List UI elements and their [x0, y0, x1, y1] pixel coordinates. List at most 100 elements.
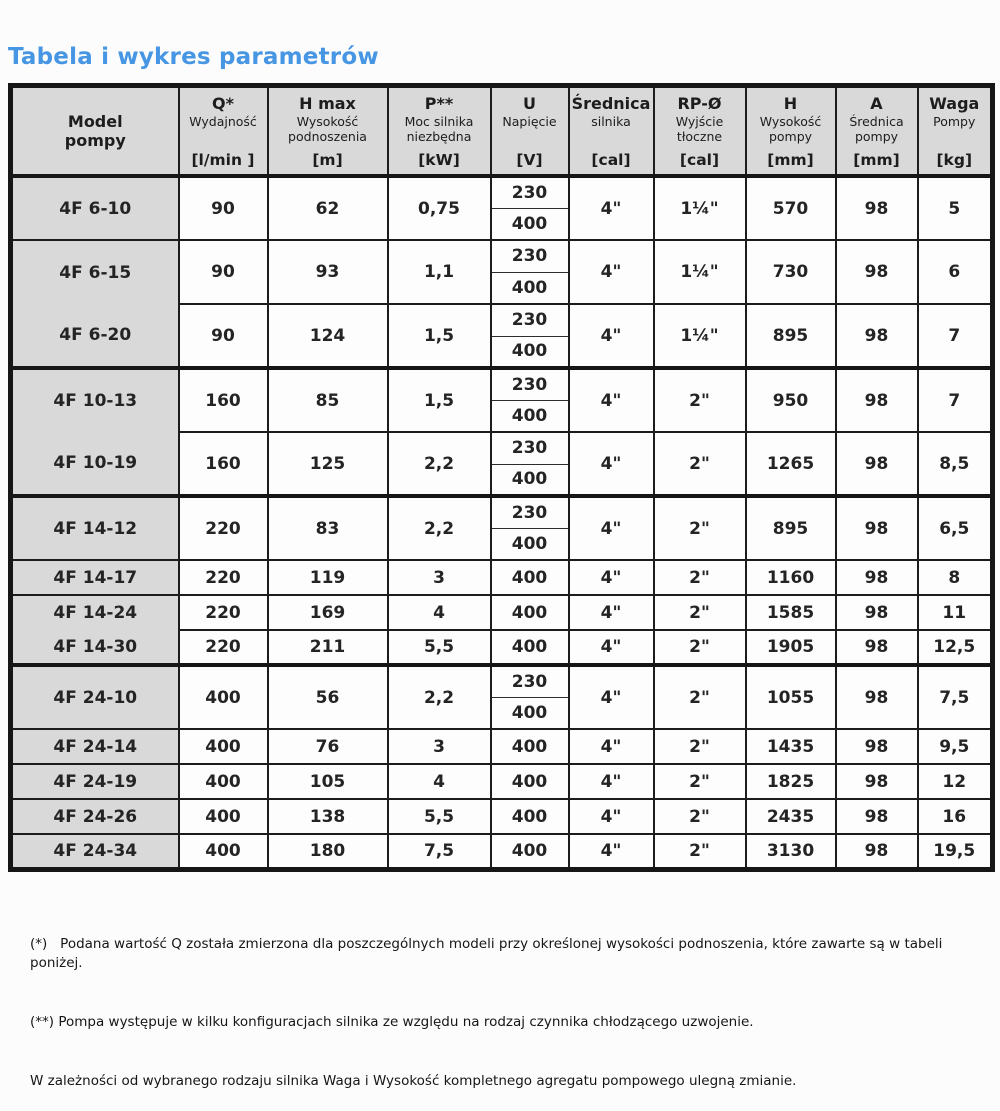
cell-a: 98	[834, 728, 919, 765]
cell-model: 4F 24-14	[9, 728, 180, 765]
cell-p: 0,75	[386, 175, 492, 241]
column-subtitle: Moc silnika niezbędna	[404, 113, 474, 144]
cell-model: 4F 14-17	[9, 559, 180, 596]
cell-h: 2435	[744, 798, 837, 835]
cell-weight: 11	[916, 594, 994, 631]
cell-hmax: 85	[266, 366, 389, 433]
column-title: Q*	[212, 94, 234, 113]
cell-outlet: 2"	[652, 728, 747, 765]
cell-motor: 4"	[567, 833, 655, 870]
cell-voltage: 400	[489, 527, 570, 561]
column-subtitle: silnika	[591, 113, 631, 129]
parameters-table: Model pompy Q* Wydajność [l/min ] H max Wysok…	[8, 83, 995, 872]
cell-weight: 7	[916, 303, 994, 369]
column-unit: [mm]	[767, 151, 814, 169]
cell-model: 4F 10-19	[9, 432, 180, 497]
cell-p: 3	[386, 559, 492, 596]
table-row-voltage-2: 400	[11, 696, 993, 730]
cell-model: 4F 14-24	[9, 594, 180, 631]
cell-motor: 4"	[567, 303, 655, 369]
column-header-a: A Średnica pompy [mm]	[834, 84, 919, 178]
cell-hmax: 119	[266, 559, 389, 596]
cell-h: 1160	[744, 559, 837, 596]
cell-p: 4	[386, 763, 492, 800]
table-row: 4F 6-10 90 62 0,75 230 4" 1¼" 570 98 5	[9, 175, 994, 241]
cell-p: 4	[386, 594, 492, 631]
column-header-hmax: H max Wysokość podnoszenia [m]	[266, 84, 389, 178]
cell-hmax: 56	[266, 663, 389, 730]
cell-outlet: 2"	[652, 431, 747, 497]
cell-outlet: 2"	[652, 559, 747, 596]
cell-q: 160	[177, 366, 269, 433]
column-header-u: U Napięcie [V]	[489, 84, 570, 178]
cell-weight: 12,5	[916, 629, 994, 666]
cell-p: 2,2	[386, 494, 492, 561]
column-title: H max	[299, 94, 356, 113]
cell-a: 98	[834, 239, 919, 305]
cell-a: 98	[834, 798, 919, 835]
cell-motor: 4"	[567, 366, 655, 433]
cell-h: 1265	[744, 431, 837, 497]
cell-a: 98	[834, 833, 919, 870]
column-subtitle: Wydajność	[189, 113, 257, 129]
cell-p: 5,5	[386, 798, 492, 835]
cell-voltage: 230	[489, 239, 570, 273]
column-header-motor: Średnica silnika [cal]	[567, 84, 655, 178]
cell-h: 950	[744, 366, 837, 433]
column-subtitle: Średnica pompy	[849, 113, 904, 144]
column-title: A	[870, 94, 883, 113]
cell-hmax: 169	[266, 594, 389, 631]
cell-voltage: 400	[489, 207, 570, 241]
cell-h: 3130	[744, 833, 837, 870]
cell-outlet: 1¼"	[652, 175, 747, 241]
cell-a: 98	[834, 431, 919, 497]
cell-outlet: 2"	[652, 833, 747, 870]
cell-voltage: 230	[489, 431, 570, 465]
header-row: Model pompy Q* Wydajność [l/min ] H max Wysok…	[9, 84, 994, 178]
cell-q: 400	[177, 728, 269, 765]
cell-p: 7,5	[386, 833, 492, 870]
cell-motor: 4"	[567, 663, 655, 730]
column-unit: [kg]	[936, 151, 973, 169]
column-subtitle: Pompy	[933, 113, 976, 129]
cell-weight: 16	[916, 798, 994, 835]
table-body: 4F 6-10 90 62 0,75 230 4" 1¼" 570 98 5 400 4F 6-15 9…	[9, 175, 994, 870]
column-title: RP-Ø	[677, 94, 722, 113]
cell-motor: 4"	[567, 431, 655, 497]
cell-voltage: 400	[489, 798, 570, 835]
page-title: Tabela i wykres parametrów	[8, 44, 379, 70]
cell-hmax: 83	[266, 494, 389, 561]
cell-model: 4F 6-10	[9, 175, 180, 241]
cell-q: 220	[177, 629, 269, 666]
cell-a: 98	[834, 494, 919, 561]
column-header-q: Q* Wydajność [l/min ]	[177, 84, 269, 178]
cell-q: 400	[177, 833, 269, 870]
cell-h: 1585	[744, 594, 837, 631]
cell-voltage: 400	[489, 833, 570, 870]
cell-a: 98	[834, 175, 919, 241]
cell-motor: 4"	[567, 559, 655, 596]
cell-hmax: 105	[266, 763, 389, 800]
footnote-1: (*) Podana wartość Q została zmierzona d…	[30, 935, 947, 972]
cell-h: 570	[744, 175, 837, 241]
cell-hmax: 125	[266, 431, 389, 497]
cell-motor: 4"	[567, 728, 655, 765]
cell-voltage: 400	[489, 763, 570, 800]
cell-weight: 12	[916, 763, 994, 800]
cell-voltage: 400	[489, 559, 570, 596]
cell-weight: 8	[916, 559, 994, 596]
cell-weight: 6,5	[916, 494, 994, 561]
cell-voltage: 230	[489, 663, 570, 698]
cell-hmax: 211	[266, 629, 389, 666]
column-unit: [kW]	[418, 151, 460, 169]
cell-p: 1,1	[386, 239, 492, 305]
cell-motor: 4"	[567, 594, 655, 631]
column-unit: [cal]	[591, 151, 631, 169]
column-subtitle: Napięcie	[502, 113, 557, 129]
cell-outlet: 2"	[652, 629, 747, 666]
cell-outlet: 2"	[652, 763, 747, 800]
column-subtitle: Wysokość pompy	[759, 113, 822, 144]
cell-q: 220	[177, 494, 269, 561]
footnotes: (*) Podana wartość Q została zmierzona d…	[30, 896, 992, 1111]
cell-voltage: 400	[489, 594, 570, 631]
